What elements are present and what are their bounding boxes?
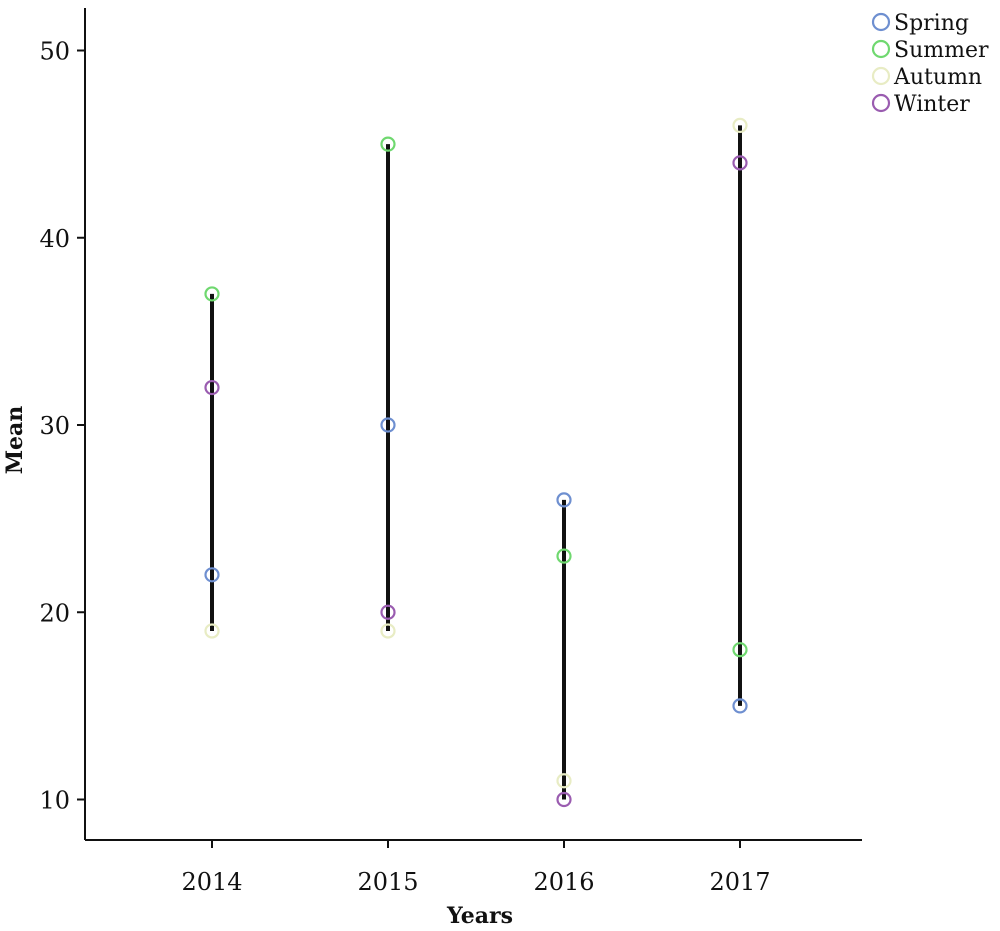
point-spring-2017 [732,698,748,714]
x-tick-label-2016: 2016 [533,868,594,896]
y-tick-label-50: 50 [39,38,70,66]
y-tick-label-20: 20 [39,599,70,627]
point-summer-2015 [380,136,396,152]
data-points [204,117,748,808]
point-autumn-2017 [732,117,748,134]
point-winter-2016 [556,791,572,808]
legend-marker-spring [871,12,891,32]
y-tick-label-10: 10 [39,787,70,815]
x-axis-title: Years [446,903,513,929]
x-ticks: 2014 2015 2016 2017 [181,840,771,896]
point-spring-2014 [204,567,220,583]
legend-marker-autumn [871,66,891,86]
legend-marker-winter [871,93,891,113]
point-spring-2015 [380,417,396,433]
point-autumn-2014 [204,623,220,639]
point-winter-2014 [204,379,220,396]
y-ticks: 10 20 30 40 50 [39,38,85,815]
legend-label-autumn: Autumn [893,65,982,90]
legend-label-winter: Winter [894,92,970,117]
point-summer-2014 [204,286,220,302]
y-tick-label-30: 30 [39,412,70,440]
point-winter-2015 [380,604,396,620]
point-autumn-2016 [556,773,572,789]
y-axis-title: Mean [2,406,28,475]
x-tick-label-2014: 2014 [181,868,242,896]
point-winter-2017 [732,155,748,171]
point-summer-2016 [556,548,572,564]
x-tick-label-2017: 2017 [709,868,770,896]
x-tick-label-2015: 2015 [357,868,418,896]
axes [84,8,862,841]
point-autumn-2015 [380,623,396,639]
point-summer-2017 [732,642,748,658]
legend-label-spring: Spring [894,11,969,36]
legend-label-summer: Summer [894,38,989,63]
point-spring-2016 [556,492,572,508]
range-lines [210,125,742,800]
y-tick-label-40: 40 [39,225,70,253]
legend-marker-summer [871,39,891,59]
